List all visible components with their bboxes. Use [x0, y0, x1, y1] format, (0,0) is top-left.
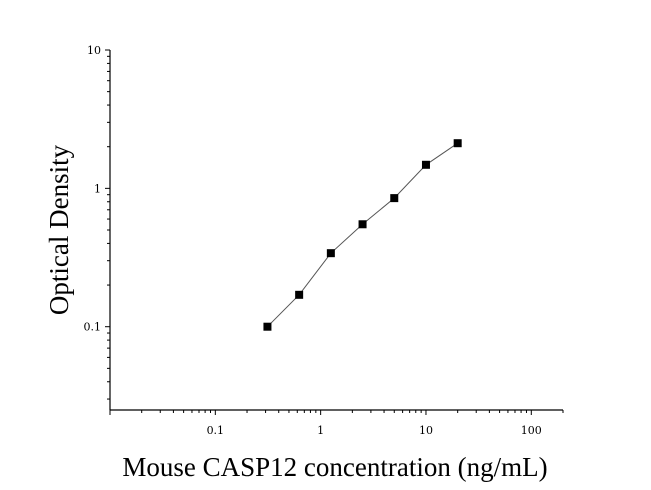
data-point [263, 322, 272, 331]
fit-line-group [267, 142, 458, 328]
data-points [263, 139, 462, 331]
axes: 0.1 1 10 100 0.1 1 10 [84, 44, 564, 437]
x-tick-label: 10 [419, 424, 433, 437]
data-point [390, 194, 399, 203]
data-point [326, 249, 335, 258]
fit-line [267, 142, 458, 328]
data-point [421, 160, 430, 169]
y-tick-label: 0.1 [84, 321, 102, 334]
x-tick-label: 0.1 [207, 424, 225, 437]
data-point [358, 220, 367, 229]
x-tick-label: 100 [521, 424, 542, 437]
x-tick-label: 1 [317, 424, 324, 437]
x-axis-title: Mouse CASP12 concentration (ng/mL) [122, 452, 547, 482]
y-axis-title: Optical Density [44, 144, 74, 315]
y-tick-label: 10 [87, 44, 101, 57]
data-point [295, 290, 304, 299]
data-point [453, 139, 462, 148]
y-tick-label: 1 [94, 182, 101, 195]
